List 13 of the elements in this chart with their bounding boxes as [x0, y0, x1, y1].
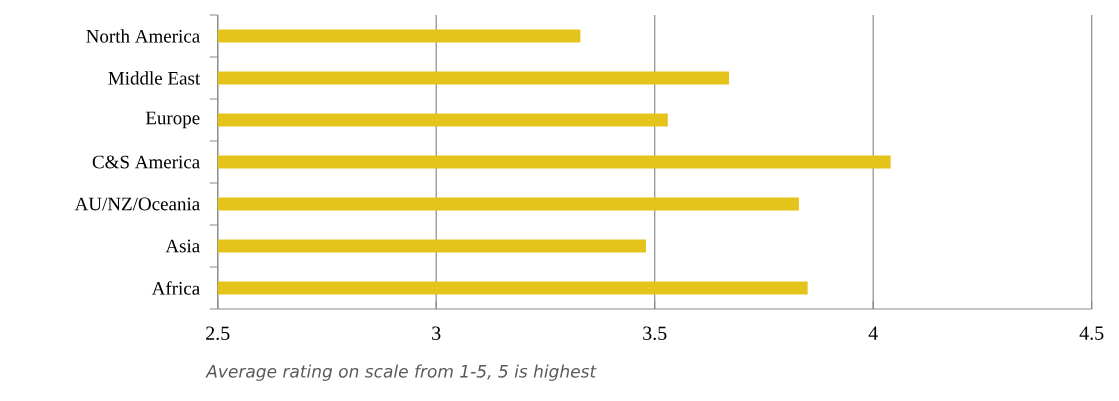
x-tick-label: 3	[432, 326, 441, 340]
x-axis-title: Average rating on scale from 1-5, 5 is highest	[205, 364, 597, 381]
y-tick-label: Asia	[165, 239, 200, 253]
x-tick-label: 3.5	[643, 326, 667, 341]
y-tick-label: C&S America	[92, 155, 200, 169]
y-tick-label: Africa	[151, 281, 200, 295]
x-tick-label: 4	[868, 326, 878, 340]
y-tick-label: AU/NZ/Oceania	[74, 197, 200, 211]
y-tick-label: North America	[86, 29, 200, 43]
x-tick-label: 2.5	[206, 326, 230, 341]
y-tick-label: Europe	[145, 111, 200, 129]
x-tick-label: 4.5	[1079, 326, 1104, 340]
y-tick-label: Middle East	[108, 71, 201, 85]
